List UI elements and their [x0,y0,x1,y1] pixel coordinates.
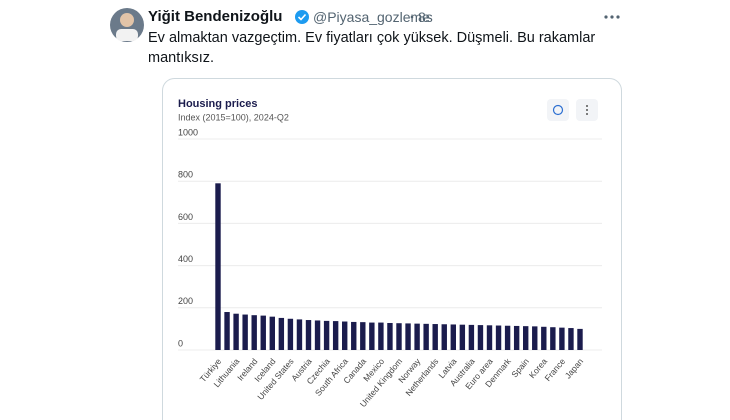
bar [450,324,456,350]
info-icon [552,104,564,116]
chart-title: Housing prices [178,98,257,110]
dot [616,15,620,19]
verified-check [297,13,307,21]
author-name[interactable]: Yiğit Bendenizoğlu [148,8,283,25]
bar [387,322,393,350]
dot [586,113,588,115]
chart-card: Housing prices Index (2015=100), 2024-Q2… [162,78,622,420]
bar [332,321,339,350]
y-tick-label: 800 [178,170,193,180]
verified-badge [295,10,309,24]
bar [296,319,303,350]
y-tick-label: 200 [178,296,193,306]
more-button[interactable] [604,15,620,19]
bar [541,326,547,350]
y-tick-label: 600 [178,212,193,222]
bar [568,328,574,350]
dot [604,15,608,19]
bar [342,321,348,350]
bar [378,322,384,350]
bar [287,318,294,350]
bar [550,327,556,350]
bar [513,325,520,350]
bar [504,325,511,350]
bar [432,324,438,350]
bar [559,327,565,350]
bar [405,323,411,350]
separator-dot [410,15,414,19]
bar [423,323,429,350]
bar [360,322,366,350]
bar [269,316,275,350]
bar [224,312,230,350]
bar [251,315,257,350]
bar [369,322,375,350]
avatar-body [116,29,138,41]
tweet-text: Ev almaktan vazgeçtim. Ev fiyatları çok … [148,30,596,66]
dot [586,105,588,107]
avatar-face [120,13,134,27]
bar [323,320,330,350]
author-handle[interactable]: @Piyasa_gozleme [313,9,430,25]
bar [477,325,484,350]
bar [414,323,420,350]
bar [468,324,475,350]
menu-button[interactable] [576,99,598,121]
y-tick-label: 0 [178,338,183,348]
bar [215,183,221,350]
bar [305,320,312,350]
y-tick-label: 1000 [178,127,198,137]
info-button[interactable] [547,99,569,121]
bar [459,324,466,350]
timestamp[interactable]: 8s [418,9,433,25]
y-tick-label: 400 [178,254,193,264]
bar [351,321,357,350]
bar [396,323,402,350]
bar [495,325,502,350]
dot [586,109,588,111]
dot [610,15,614,19]
chart-subtitle: Index (2015=100), 2024-Q2 [178,112,289,122]
bar [242,314,248,350]
bar [486,325,493,350]
bar [441,324,447,350]
bar [314,320,321,350]
bar [278,317,285,350]
button-bg [547,99,569,121]
bar [577,328,583,350]
bar [532,326,538,350]
bar [260,315,266,350]
tweet-header-graphics [110,8,620,42]
bar [523,326,529,350]
bar [233,313,239,350]
